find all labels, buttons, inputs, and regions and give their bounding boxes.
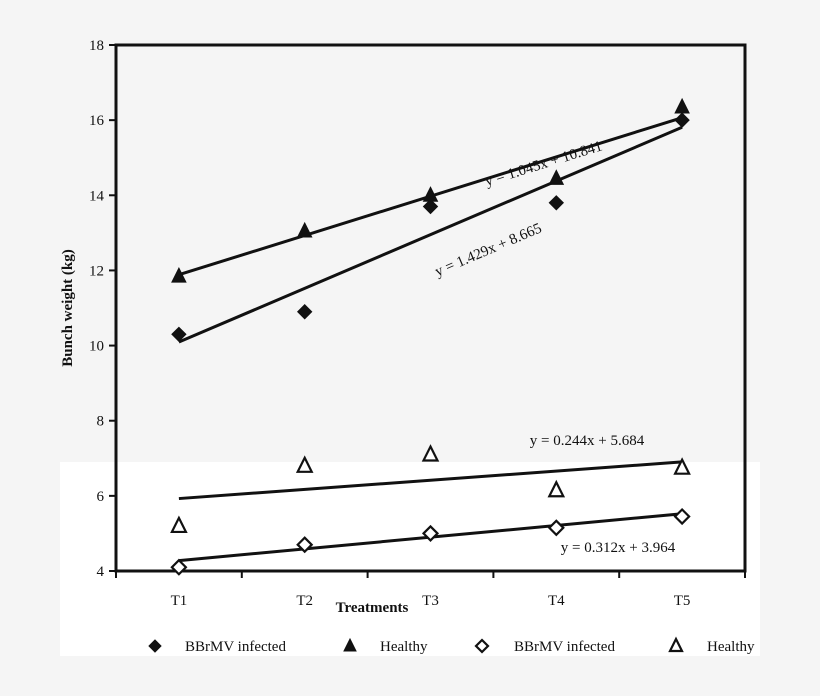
legend-marker-filled-triangle bbox=[343, 637, 357, 652]
trendline-equation: y = 1.045x + 10.841 bbox=[483, 138, 604, 190]
data-point-filled-triangle bbox=[171, 266, 187, 283]
data-point-open-triangle bbox=[295, 455, 314, 473]
data-point-open-triangle bbox=[547, 479, 566, 498]
trendline-equation: y = 0.244x + 5.684 bbox=[530, 433, 645, 449]
data-point-filled-diamond bbox=[171, 326, 187, 343]
data-point-filled-triangle bbox=[296, 221, 313, 238]
trendline bbox=[178, 460, 683, 501]
data-point-open-diamond bbox=[547, 519, 565, 537]
x-tick-label: T1 bbox=[171, 593, 188, 609]
white-backdrop bbox=[60, 462, 760, 656]
y-tick-label: 8 bbox=[97, 414, 105, 430]
plot-frame bbox=[114, 43, 747, 573]
y-tick-label: 18 bbox=[89, 38, 104, 54]
y-tick-label: 12 bbox=[89, 263, 104, 279]
y-tick-label: 6 bbox=[97, 489, 105, 505]
y-tick-label: 14 bbox=[89, 188, 105, 204]
data-point-filled-triangle bbox=[674, 97, 690, 114]
y-tick-label: 4 bbox=[97, 564, 105, 580]
trendline-equation: y = 0.312x + 3.964 bbox=[561, 540, 676, 556]
trendline bbox=[178, 125, 683, 344]
data-point-filled-triangle bbox=[422, 186, 439, 202]
data-point-open-diamond bbox=[170, 558, 188, 576]
data-point-open-diamond bbox=[421, 524, 440, 542]
data-point-filled-diamond bbox=[548, 195, 565, 211]
y-tick-label: 16 bbox=[89, 113, 105, 129]
y-axis-label: Bunch weight (kg) bbox=[60, 249, 76, 367]
data-point-filled-diamond bbox=[422, 198, 439, 215]
data-point-open-diamond bbox=[673, 507, 691, 526]
data-point-open-triangle bbox=[170, 515, 188, 534]
x-tick-label: T3 bbox=[422, 593, 439, 609]
x-axis-label: Treatments bbox=[336, 600, 409, 616]
trendline-equation: y = 1.429x + 8.665 bbox=[433, 221, 545, 281]
x-tick-label: T5 bbox=[674, 593, 691, 609]
legend-marker-filled-diamond bbox=[148, 639, 162, 653]
data-point-filled-diamond bbox=[296, 304, 313, 320]
legend-marker-open-diamond bbox=[474, 638, 490, 654]
data-point-open-triangle bbox=[421, 444, 440, 462]
legend-label: Healthy bbox=[707, 639, 755, 655]
legend-label: Healthy bbox=[380, 639, 428, 655]
x-tick-label: T2 bbox=[296, 593, 313, 609]
x-tick-label: T4 bbox=[548, 593, 565, 609]
data-point-filled-diamond bbox=[674, 112, 690, 128]
legend-label: BBrMV infected bbox=[514, 639, 615, 655]
legend-marker-open-triangle bbox=[668, 636, 684, 653]
data-point-filled-triangle bbox=[548, 169, 565, 185]
legend-label: BBrMV infected bbox=[185, 639, 286, 655]
data-point-open-diamond bbox=[296, 536, 314, 554]
data-point-open-triangle bbox=[673, 457, 691, 475]
y-tick-label: 10 bbox=[89, 339, 104, 355]
